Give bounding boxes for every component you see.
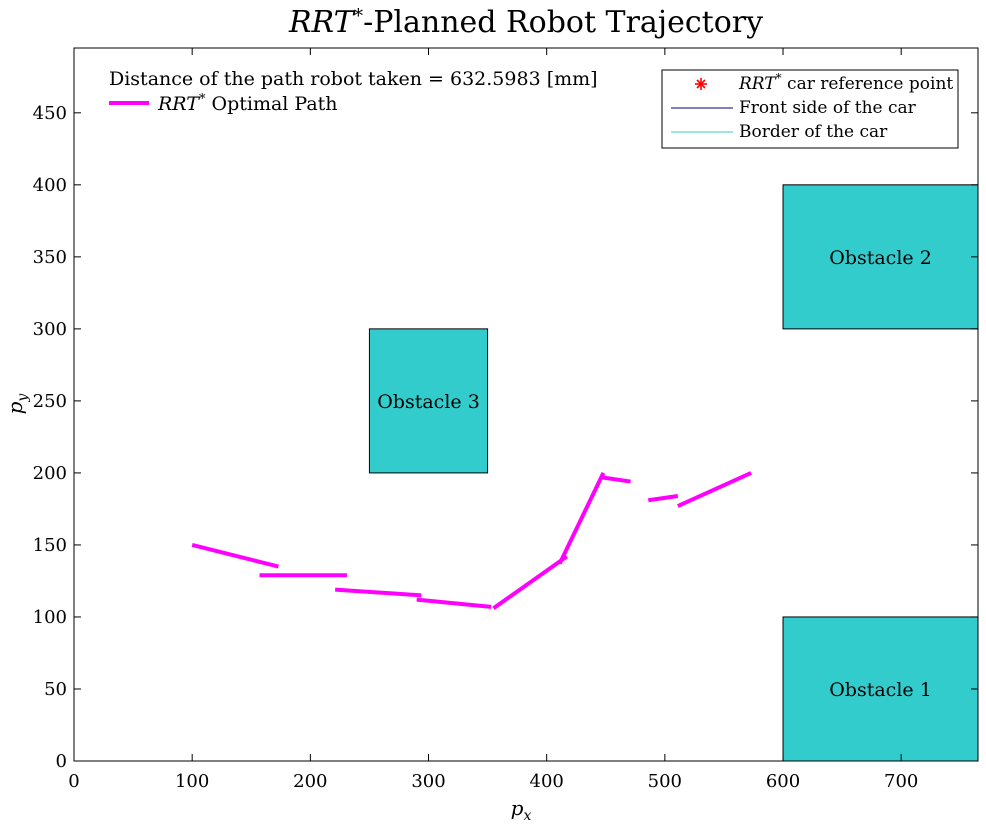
path-legend-italic: RRT xyxy=(157,93,200,115)
y-tick-label: 150 xyxy=(33,535,67,556)
plot-frame xyxy=(73,47,979,762)
path-segment-4 xyxy=(416,597,492,609)
obstacle-2-label: Obstacle 2 xyxy=(829,247,932,269)
path-legend-rest: Optimal Path xyxy=(205,93,337,115)
legend-label-reference-point-rest: car reference point xyxy=(782,74,954,94)
x-axis-label-main: p xyxy=(511,796,524,820)
path-segment-8 xyxy=(648,493,679,503)
distance-annotation: Distance of the path robot taken = 632.5… xyxy=(109,68,598,90)
y-axis-label-sub: y xyxy=(15,393,31,403)
y-tick-label: 350 xyxy=(33,247,67,268)
x-tick-label: 100 xyxy=(175,771,209,792)
legend-entry-reference-point: RRT* car reference point xyxy=(695,71,953,94)
path-layer xyxy=(191,471,752,610)
path-legend-label: RRT* Optimal Path xyxy=(157,92,338,115)
path-segment-5 xyxy=(492,554,568,610)
y-axis-label: py xyxy=(3,393,31,415)
x-tick-label: 600 xyxy=(766,771,800,792)
chart-title-italic: RRT xyxy=(288,5,356,40)
y-tick-label: 200 xyxy=(33,463,67,484)
legend-label-reference-point: RRT* car reference point xyxy=(738,71,953,94)
y-ticks: 0 50 100 150 200 250 300 350 400 450 xyxy=(33,103,978,772)
legend-label-border: Border of the car xyxy=(739,122,888,142)
x-ticks: 0 100 200 300 400 500 600 700 xyxy=(68,48,918,792)
y-tick-label: 100 xyxy=(33,607,67,628)
y-tick-label: 400 xyxy=(33,175,67,196)
path-segment-3 xyxy=(335,587,422,598)
y-tick-label: 450 xyxy=(33,103,67,124)
x-tick-label: 700 xyxy=(884,771,918,792)
legend-entry-border: Border of the car xyxy=(671,122,888,142)
asterisk-marker-icon xyxy=(695,78,707,90)
y-axis-label-main: p xyxy=(3,401,27,414)
x-tick-label: 500 xyxy=(648,771,682,792)
x-tick-label: 200 xyxy=(293,771,327,792)
x-axis-label-sub: x xyxy=(523,808,531,824)
path-segment-9 xyxy=(677,471,752,508)
legend-label-front-side: Front side of the car xyxy=(739,98,917,118)
chart-title-rest: -Planned Robot Trajectory xyxy=(363,5,763,40)
obstacle-3-label: Obstacle 3 xyxy=(377,391,480,413)
y-tick-label: 50 xyxy=(44,679,67,700)
obstacle-1 xyxy=(782,616,979,762)
x-tick-label: 300 xyxy=(411,771,445,792)
path-legend: RRT* Optimal Path xyxy=(109,92,338,115)
x-axis-label: px xyxy=(511,796,532,824)
path-legend-sup: * xyxy=(199,92,206,107)
x-tick-label: 0 xyxy=(68,771,79,792)
chart-title: RRT*-Planned Robot Trajectory xyxy=(288,5,763,40)
path-segment-1 xyxy=(191,542,279,569)
path-segment-7 xyxy=(600,475,631,484)
legend-label-reference-point-italic: RRT xyxy=(738,74,777,94)
obstacle-3 xyxy=(368,328,489,474)
y-tick-label: 250 xyxy=(33,391,67,412)
y-tick-label: 0 xyxy=(56,751,67,772)
obstacle-1-label: Obstacle 1 xyxy=(829,679,932,701)
path-segment-6 xyxy=(557,472,606,565)
legend-entry-front-side: Front side of the car xyxy=(671,98,917,118)
chart-title-sup: * xyxy=(354,5,364,27)
legend: RRT* car reference point Front side of t… xyxy=(661,69,959,149)
legend-label-reference-point-sup: * xyxy=(776,71,782,85)
y-tick-label: 300 xyxy=(33,319,67,340)
x-tick-label: 400 xyxy=(530,771,564,792)
legend-box xyxy=(661,69,959,149)
